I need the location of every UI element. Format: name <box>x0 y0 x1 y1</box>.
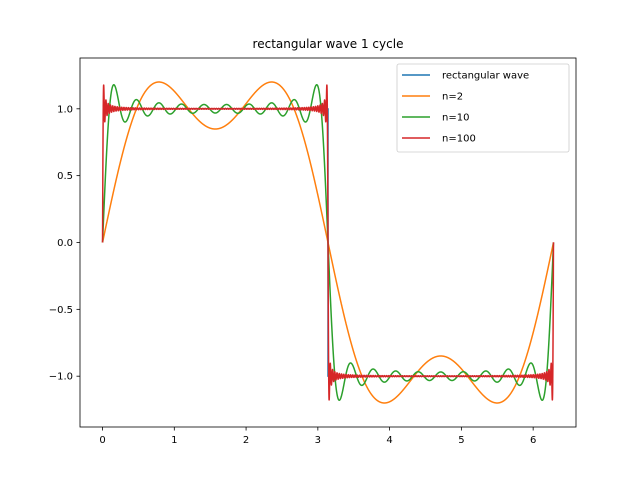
x-tick-label: 2 <box>243 435 249 446</box>
x-tick-label: 1 <box>171 435 177 446</box>
plot-area <box>101 81 555 404</box>
x-tick-label: 3 <box>315 435 321 446</box>
y-tick-label: −0.5 <box>49 305 73 316</box>
y-tick-label: −1.0 <box>49 372 73 383</box>
legend-label: n=2 <box>442 92 463 103</box>
chart-title: rectangular wave 1 cycle <box>253 37 404 51</box>
legend-label: n=100 <box>442 134 476 145</box>
x-tick-label: 4 <box>386 435 392 446</box>
legend-label: rectangular wave <box>442 71 529 82</box>
legend: rectangular wave n=2 n=10 n=100 <box>396 63 570 153</box>
legend-box <box>396 63 570 153</box>
series-line-n-100 <box>101 84 555 401</box>
x-tick-label: 5 <box>458 435 464 446</box>
y-tick-label: 0.5 <box>57 171 73 182</box>
legend-label: n=10 <box>442 113 469 124</box>
y-tick-label: 1.0 <box>57 104 73 115</box>
x-tick-label: 0 <box>99 435 105 446</box>
y-tick-label: 0.0 <box>57 238 73 249</box>
axes: 0 1 2 3 4 5 6 1.0 0.5 0.0 −0.5 −1.0 <box>49 57 577 446</box>
x-tick-label: 6 <box>530 435 536 446</box>
